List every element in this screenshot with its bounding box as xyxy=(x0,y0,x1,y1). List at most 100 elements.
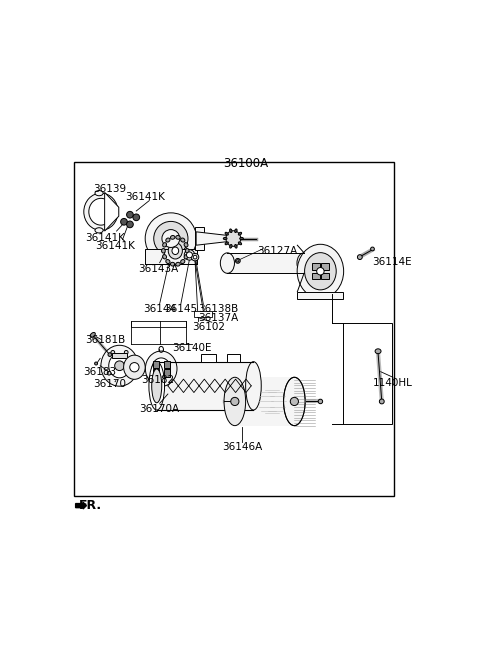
Ellipse shape xyxy=(184,242,188,247)
Ellipse shape xyxy=(318,400,323,403)
Ellipse shape xyxy=(149,362,165,410)
Ellipse shape xyxy=(176,236,180,239)
Ellipse shape xyxy=(166,259,170,263)
Ellipse shape xyxy=(127,212,133,218)
Bar xyxy=(194,310,212,318)
Ellipse shape xyxy=(284,377,305,426)
Ellipse shape xyxy=(152,369,162,403)
Ellipse shape xyxy=(128,371,132,375)
Bar xyxy=(228,354,240,362)
Ellipse shape xyxy=(239,233,241,235)
Bar xyxy=(164,360,170,368)
Text: 1140HL: 1140HL xyxy=(373,379,413,388)
Ellipse shape xyxy=(186,252,192,258)
Bar xyxy=(312,272,320,280)
Ellipse shape xyxy=(297,244,344,298)
Bar xyxy=(297,291,344,299)
Ellipse shape xyxy=(145,213,196,264)
Ellipse shape xyxy=(95,362,97,365)
Ellipse shape xyxy=(89,198,113,225)
Ellipse shape xyxy=(163,255,167,259)
Ellipse shape xyxy=(172,247,179,255)
Ellipse shape xyxy=(231,398,239,405)
Ellipse shape xyxy=(166,238,170,242)
Bar xyxy=(112,353,127,358)
Bar xyxy=(132,322,186,327)
Ellipse shape xyxy=(235,244,237,248)
Text: 36141K: 36141K xyxy=(85,233,125,243)
Bar xyxy=(321,272,329,280)
Text: 36141K: 36141K xyxy=(96,242,135,252)
Bar xyxy=(153,360,158,368)
Text: 36146A: 36146A xyxy=(222,442,263,453)
Ellipse shape xyxy=(176,263,180,266)
Ellipse shape xyxy=(127,221,133,228)
Text: 36114E: 36114E xyxy=(372,257,412,267)
Ellipse shape xyxy=(185,248,189,253)
Ellipse shape xyxy=(223,237,227,240)
Ellipse shape xyxy=(95,228,103,233)
Ellipse shape xyxy=(84,193,118,231)
Ellipse shape xyxy=(180,238,185,242)
Bar xyxy=(321,263,329,270)
Ellipse shape xyxy=(95,191,103,196)
Text: 36140E: 36140E xyxy=(172,343,212,353)
Ellipse shape xyxy=(108,353,112,356)
Text: 36182: 36182 xyxy=(141,375,174,385)
Ellipse shape xyxy=(224,377,246,426)
Ellipse shape xyxy=(180,259,185,263)
Bar xyxy=(164,369,170,377)
Ellipse shape xyxy=(124,350,128,354)
Ellipse shape xyxy=(237,260,239,262)
Ellipse shape xyxy=(226,231,241,246)
Ellipse shape xyxy=(170,263,175,266)
Ellipse shape xyxy=(101,345,138,386)
Ellipse shape xyxy=(152,358,170,379)
Ellipse shape xyxy=(115,361,124,371)
Text: 36127A: 36127A xyxy=(257,246,298,256)
Ellipse shape xyxy=(170,236,175,239)
Ellipse shape xyxy=(168,242,182,259)
Ellipse shape xyxy=(379,399,384,404)
Bar xyxy=(195,227,204,250)
Text: 36137A: 36137A xyxy=(198,313,239,323)
Ellipse shape xyxy=(358,255,362,259)
Text: 36181B: 36181B xyxy=(85,335,126,345)
Ellipse shape xyxy=(375,349,381,354)
Ellipse shape xyxy=(239,242,241,245)
Ellipse shape xyxy=(90,333,96,337)
Bar xyxy=(235,377,294,426)
Bar xyxy=(202,354,216,362)
Ellipse shape xyxy=(229,229,232,233)
Bar xyxy=(156,362,253,410)
Polygon shape xyxy=(105,193,119,231)
Ellipse shape xyxy=(107,371,111,375)
Ellipse shape xyxy=(184,255,188,259)
Ellipse shape xyxy=(162,230,180,248)
Ellipse shape xyxy=(225,233,228,235)
Bar xyxy=(312,263,320,270)
Bar xyxy=(153,369,158,377)
Ellipse shape xyxy=(371,247,374,251)
Ellipse shape xyxy=(317,267,324,275)
Text: 36141K: 36141K xyxy=(125,193,165,202)
Text: 36138B: 36138B xyxy=(198,304,239,314)
Text: 36144: 36144 xyxy=(143,304,176,314)
Ellipse shape xyxy=(130,363,139,372)
Text: FR.: FR. xyxy=(79,499,102,512)
Ellipse shape xyxy=(184,250,195,260)
Ellipse shape xyxy=(240,237,243,240)
Ellipse shape xyxy=(192,253,199,261)
Ellipse shape xyxy=(109,354,130,378)
Ellipse shape xyxy=(297,253,311,273)
Polygon shape xyxy=(196,232,232,245)
Ellipse shape xyxy=(120,218,127,225)
Ellipse shape xyxy=(235,229,237,233)
Ellipse shape xyxy=(246,362,261,410)
Ellipse shape xyxy=(235,259,240,263)
Bar xyxy=(343,324,392,424)
Text: 36170: 36170 xyxy=(94,379,126,388)
Ellipse shape xyxy=(163,242,167,247)
Ellipse shape xyxy=(290,398,299,405)
Ellipse shape xyxy=(154,221,188,255)
